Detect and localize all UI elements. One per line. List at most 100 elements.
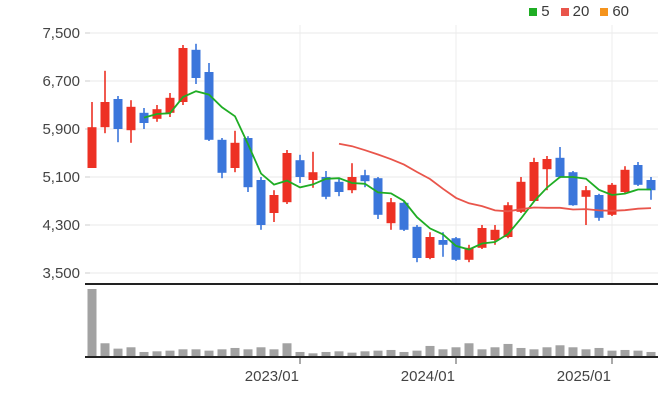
legend-label: 5: [541, 3, 550, 20]
volume-bar: [178, 349, 188, 356]
candle-body: [620, 169, 630, 192]
volume-bar: [503, 343, 513, 356]
y-axis-label: 5,100: [42, 169, 80, 186]
candle-body: [204, 72, 214, 140]
legend-label: 60: [612, 3, 629, 20]
volume-bar: [152, 351, 162, 356]
candle-body: [425, 237, 435, 258]
volume-bar: [490, 347, 500, 356]
candle-body: [230, 142, 240, 168]
legend-item-ma20: 20: [560, 3, 590, 20]
candle-body: [529, 162, 539, 201]
candle-body: [581, 190, 591, 197]
x-axis-label: 2023/01: [245, 368, 299, 385]
volume-bar: [347, 352, 357, 356]
candle-body: [607, 184, 617, 215]
legend-label: 20: [572, 3, 590, 20]
volume-bar: [581, 349, 591, 356]
volume-bar: [204, 350, 214, 356]
y-axis-label: 7,500: [42, 25, 80, 42]
candle-body: [165, 97, 175, 113]
x-axis-label: 2025/01: [557, 368, 611, 385]
candle-body: [139, 112, 149, 123]
ma-legend: 5 20 60: [529, 4, 629, 19]
candle-body: [451, 238, 461, 260]
legend-item-ma60: 60: [600, 4, 629, 19]
volume-bar: [256, 347, 266, 356]
legend-swatch-icon: [529, 7, 538, 16]
candle-body: [386, 202, 396, 224]
candle-body: [477, 228, 487, 248]
volume-bar: [646, 351, 656, 356]
candle-body: [555, 157, 565, 177]
candle-body: [243, 138, 253, 188]
volume-bar: [373, 350, 383, 356]
volume-bar: [477, 349, 487, 356]
volume-bar: [269, 349, 279, 356]
candle-body: [191, 49, 201, 78]
candle-body: [633, 165, 643, 185]
candle-body: [178, 48, 188, 102]
volume-bar: [386, 349, 396, 356]
candle-body: [568, 172, 578, 206]
volume-bar: [321, 351, 331, 356]
volume-bar: [607, 350, 617, 356]
ma5-line: [143, 90, 651, 251]
candle-body: [399, 202, 409, 230]
legend-item-ma5: 5: [529, 3, 550, 20]
candle-body: [516, 181, 526, 212]
candle-body: [269, 195, 279, 213]
y-axis-label: 5,900: [42, 121, 80, 138]
volume-bar: [451, 347, 461, 356]
volume-bar: [308, 353, 318, 356]
candle-body: [503, 205, 513, 237]
volume-bar: [295, 351, 305, 356]
volume-bar: [464, 343, 474, 356]
candle-body: [308, 172, 318, 180]
y-axis-label: 3,500: [42, 265, 80, 282]
volume-bar: [230, 347, 240, 356]
candle-body: [126, 106, 136, 131]
volume-bar: [568, 347, 578, 356]
volume-bar: [282, 343, 292, 356]
volume-bar: [126, 347, 136, 356]
volume-bar: [139, 351, 149, 356]
y-axis-label: 4,300: [42, 217, 80, 234]
candle-body: [334, 181, 344, 192]
volume-bar: [191, 349, 201, 356]
volume-bar: [165, 350, 175, 356]
candle-body: [464, 247, 474, 260]
candle-body: [217, 139, 227, 173]
candle-body: [412, 226, 422, 258]
volume-bar: [620, 349, 630, 356]
volume-bar: [100, 343, 110, 356]
volume-bar: [516, 347, 526, 356]
legend-swatch-icon: [600, 7, 609, 16]
volume-bar: [334, 351, 344, 356]
ma20-line: [338, 142, 652, 213]
volume-bar: [360, 351, 370, 356]
volume-bar: [529, 349, 539, 356]
volume-bar: [594, 347, 604, 356]
volume-bar: [217, 349, 227, 356]
candle-body: [594, 195, 604, 218]
candle-body: [490, 229, 500, 240]
volume-bar: [438, 349, 448, 356]
volume-bar: [399, 351, 409, 356]
candle-body: [646, 180, 656, 191]
volume-bar: [412, 350, 422, 356]
candle-body: [373, 178, 383, 215]
volume-bar: [555, 345, 565, 356]
legend-swatch-icon: [560, 7, 569, 16]
candle-body: [438, 240, 448, 245]
volume-bar: [87, 289, 97, 356]
y-axis-label: 6,700: [42, 73, 80, 90]
x-axis-label: 2024/01: [401, 368, 455, 385]
volume-bar: [425, 345, 435, 356]
volume-bar: [243, 349, 253, 356]
candle-body: [295, 160, 305, 177]
candle-body: [87, 127, 97, 168]
candle-body: [256, 180, 266, 225]
candle-body: [321, 177, 331, 197]
